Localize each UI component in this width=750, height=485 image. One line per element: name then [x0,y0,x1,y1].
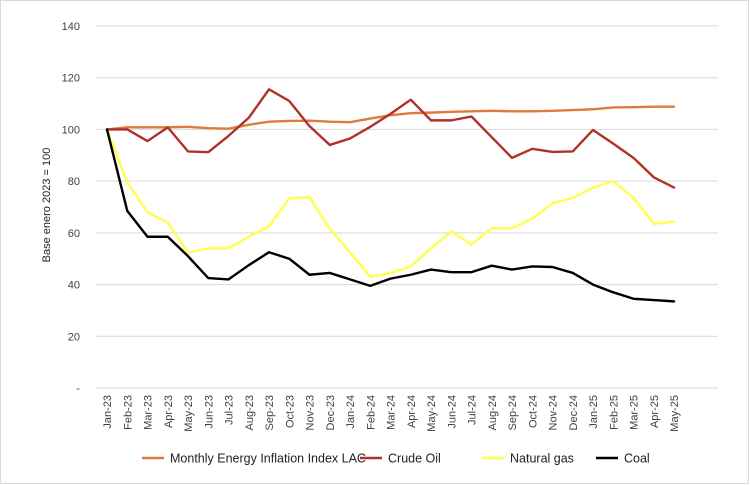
y-tick-label: 20 [68,331,80,343]
x-tick-label: Feb-24 [365,395,377,430]
y-tick-label: 120 [62,73,80,85]
legend-label: Coal [624,452,650,466]
x-tick-label: May-24 [426,395,438,432]
y-tick-label: 140 [62,21,80,33]
legend-label: Monthly Energy Inflation Index LAC [170,452,366,466]
x-tick-label: Sep-24 [507,395,519,430]
x-tick-label: Mar-23 [143,395,155,430]
legend-label: Natural gas [510,452,574,466]
x-tick-label: May-25 [669,395,681,432]
y-tick-label: 80 [68,176,80,188]
y-tick-label: - [76,383,80,395]
x-tick-label: Jun-23 [203,395,215,429]
x-tick-label: May-23 [183,395,195,432]
series-line-3 [105,128,676,303]
x-tick-label: Feb-23 [122,395,134,430]
x-axis-ticks: Jan-23 Feb-23 Mar-23 Apr-23 May-23 Jun-23 Jul-… [102,395,681,432]
y-tick-label: 40 [68,280,80,292]
x-tick-label: Jan-23 [102,395,114,429]
y-axis-ticks: - 20 40 60 80 100 120 140 [62,21,81,395]
y-tick-label: 60 [68,228,80,240]
x-tick-label: Jan-25 [588,395,600,429]
x-tick-label: Mar-25 [629,395,641,430]
series-line-2 [105,128,676,279]
x-tick-label: Nov-23 [305,395,317,430]
legend: Monthly Energy Inflation Index LAC Crude … [142,452,650,466]
y-axis-title: Base enero 2023 = 100 [41,148,53,263]
x-tick-label: Apr-23 [163,395,175,428]
x-tick-label: Jun-24 [446,395,458,429]
x-tick-label: Dec-23 [325,395,337,430]
x-tick-label: Apr-25 [649,395,661,428]
x-tick-label: Sep-23 [264,395,276,430]
x-tick-label: Mar-24 [386,395,398,430]
x-tick-label: Aug-23 [244,395,256,430]
x-tick-label: Jan-24 [345,395,357,429]
gridlines [96,25,718,389]
x-tick-label: Oct-24 [527,395,539,428]
x-tick-label: Nov-24 [548,395,560,430]
x-tick-label: Aug-24 [487,395,499,430]
y-tick-label: 100 [62,124,80,136]
x-tick-label: Dec-24 [568,395,580,430]
x-tick-label: Jul-24 [467,395,479,425]
x-tick-label: Apr-24 [406,395,418,428]
series-lines [105,88,676,303]
series-line-1 [105,88,676,189]
x-tick-label: Feb-25 [608,395,620,430]
x-tick-label: Jul-23 [224,395,236,425]
legend-label: Crude Oil [388,452,441,466]
x-tick-label: Oct-23 [284,395,296,428]
